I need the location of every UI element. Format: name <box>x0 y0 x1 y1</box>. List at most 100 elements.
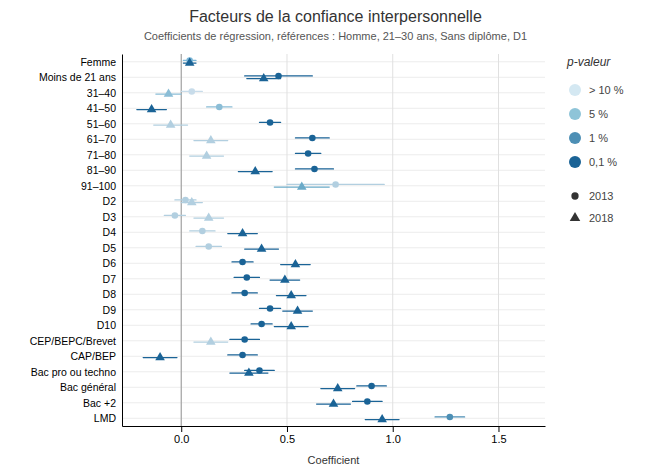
y-tick-label: 41–50 <box>87 102 116 114</box>
series-0 <box>164 57 464 420</box>
x-tick-label: 0.5 <box>280 433 295 445</box>
y-tick-label: 51–60 <box>87 118 116 130</box>
point <box>258 321 265 328</box>
point <box>206 337 216 345</box>
point <box>238 228 248 236</box>
category-grid-line <box>122 309 545 310</box>
point <box>166 120 176 128</box>
point <box>216 104 223 111</box>
point <box>241 290 248 297</box>
point <box>329 399 339 407</box>
y-tick-label: 91–100 <box>81 180 116 192</box>
x-tick-mark <box>287 426 288 432</box>
y-tick-label: CAP/BEP <box>70 350 116 362</box>
category-grid-line <box>122 340 545 341</box>
x-grid-line <box>392 54 393 426</box>
legend-label: 0,1 % <box>589 156 617 168</box>
y-tick-label: D4 <box>103 226 117 238</box>
x-axis-line <box>123 426 546 427</box>
category-grid-line <box>122 232 545 233</box>
y-tick-label: 31–40 <box>87 87 116 99</box>
legend-swatch <box>569 84 581 96</box>
point <box>447 414 454 421</box>
y-tick: CAP/BEP <box>70 350 122 362</box>
y-axis-line <box>122 55 123 427</box>
category-grid-line <box>122 356 545 357</box>
y-tick-label: D6 <box>103 257 117 269</box>
x-tick-label: 0.0 <box>174 433 189 445</box>
y-tick: Bac pro ou techno <box>31 366 122 378</box>
x-grid-line <box>286 54 287 426</box>
point <box>239 352 246 359</box>
y-tick: LMD <box>94 412 122 424</box>
legend-label: 2018 <box>589 212 613 224</box>
x-tick: 1.5 <box>491 426 506 445</box>
point <box>241 336 248 343</box>
y-tick: 31–40 <box>87 87 122 99</box>
title: Facteurs de la confiance interpersonnell… <box>189 8 482 25</box>
point <box>259 73 269 81</box>
point <box>311 166 318 173</box>
legend-marker <box>571 192 578 199</box>
x-tick-label: 1.0 <box>386 433 401 445</box>
point <box>267 305 274 312</box>
point <box>305 150 312 157</box>
legend-swatch <box>569 108 581 120</box>
point <box>293 306 303 314</box>
y-tick: D3 <box>103 211 122 223</box>
point <box>189 88 196 95</box>
y-tick: 61–70 <box>87 133 122 145</box>
category-grid-line <box>122 278 545 279</box>
y-tick-label: D2 <box>103 195 117 207</box>
y-tick-label: D8 <box>103 288 117 300</box>
series-1 <box>137 58 399 423</box>
legend-swatch <box>569 156 581 168</box>
y-tick-label: Bac +2 <box>83 397 116 409</box>
point <box>291 259 301 267</box>
y-tick-label: Femme <box>80 56 116 68</box>
point <box>250 166 260 174</box>
point <box>204 213 214 221</box>
y-tick: Femme <box>80 56 122 68</box>
marks <box>137 54 465 426</box>
category-grid-line <box>122 77 545 78</box>
x-tick: 1.0 <box>386 426 401 445</box>
category-grid-line <box>122 61 545 62</box>
y-tick-label: D3 <box>103 211 117 223</box>
y-tick: D4 <box>103 226 122 238</box>
category-grid-line <box>122 123 545 124</box>
x-grid-line <box>498 54 499 426</box>
y-tick: 41–50 <box>87 102 122 114</box>
point <box>286 321 296 329</box>
y-tick: 71–80 <box>87 149 122 161</box>
y-tick-label: 81–90 <box>87 164 116 176</box>
point <box>205 243 212 250</box>
category-grid-line <box>122 92 545 93</box>
point <box>244 368 254 376</box>
y-tick: 81–90 <box>87 164 122 176</box>
legend-title: p-valeur <box>566 55 611 69</box>
point <box>309 135 316 142</box>
legend-label: > 10 % <box>589 84 624 96</box>
x-tick: 0.5 <box>280 426 295 445</box>
x-tick: 0.0 <box>174 426 189 445</box>
y-tick: Bac +2 <box>83 397 122 409</box>
x-tick-mark <box>393 426 394 432</box>
y-axis: FemmeMoins de 21 ans31–4041–5051–6061–70… <box>30 55 123 427</box>
category-grid-line <box>122 263 545 264</box>
chart-svg: Facteurs de la confiance interpersonnell… <box>0 0 671 472</box>
subtitle: Coefficients de régression, références :… <box>144 30 527 42</box>
point <box>164 89 174 97</box>
y-tick: Bac général <box>60 381 122 393</box>
y-tick-label: 61–70 <box>87 133 116 145</box>
x-grid-line <box>181 54 182 426</box>
point <box>206 135 216 143</box>
x-axis-title: Coefficient <box>308 454 360 466</box>
legend-label: 2013 <box>589 190 613 202</box>
point <box>333 383 343 391</box>
category-grid-line <box>122 108 545 109</box>
point <box>368 383 375 390</box>
y-tick: CEP/BEPC/Brevet <box>30 335 122 347</box>
category-grid-line <box>122 294 545 295</box>
y-tick: D5 <box>103 242 122 254</box>
